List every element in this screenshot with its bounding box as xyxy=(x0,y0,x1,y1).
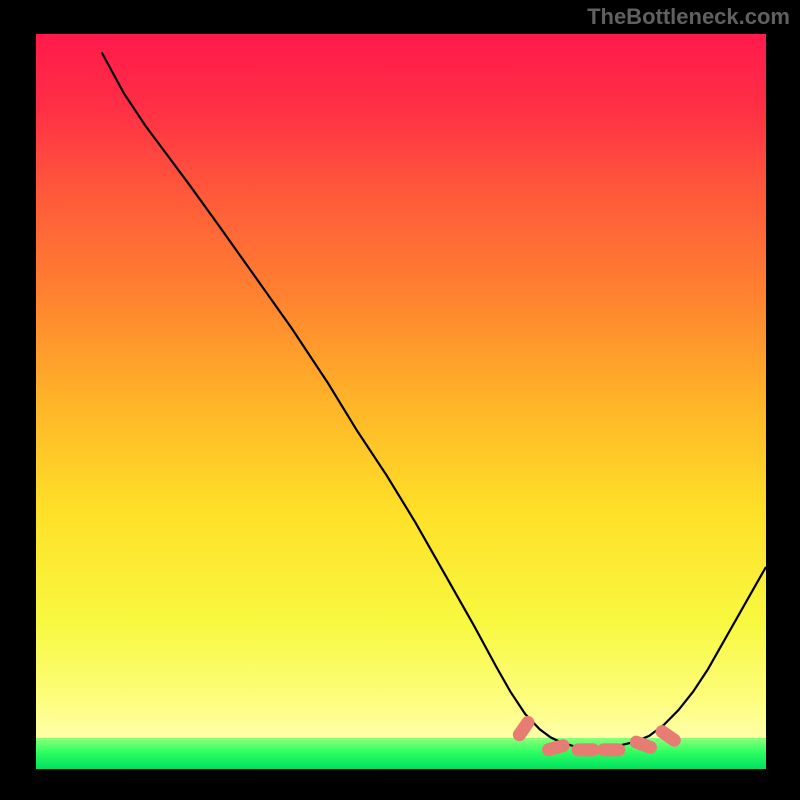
bottleneck-curve xyxy=(102,52,766,748)
marker-capsule xyxy=(597,743,625,756)
chart-container: TheBottleneck.com xyxy=(0,0,800,800)
marker-capsule xyxy=(510,713,537,743)
plot-area xyxy=(36,34,766,769)
marker-capsule xyxy=(572,743,600,756)
curve-layer xyxy=(36,34,766,769)
watermark-text: TheBottleneck.com xyxy=(587,4,790,30)
marker-capsule xyxy=(653,723,683,750)
